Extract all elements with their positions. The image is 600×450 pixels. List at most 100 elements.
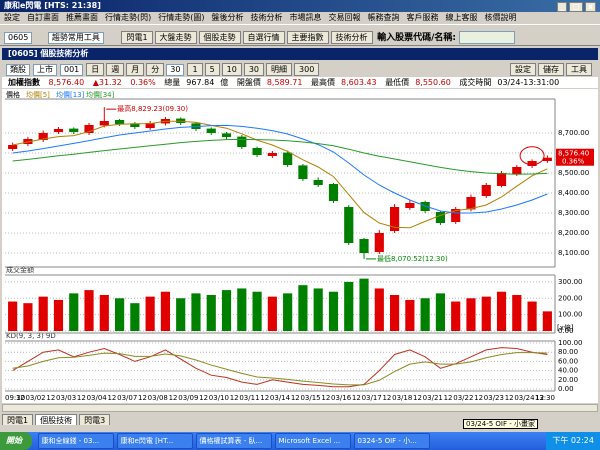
menu-item[interactable]: 線上客服 [445,13,478,22]
taskbar: 開始 康和全線錢 - 03... 康和e閃電 [HT... 價格權試算表 - 臥..… [0,432,600,450]
window-controls[interactable]: _ □ x [557,1,598,12]
category-select[interactable]: 類股 [6,64,30,76]
volume-bar [130,303,140,331]
x-tick-label: 09:30 [5,394,25,402]
minute-button[interactable]: 300 [294,63,320,76]
menu-item[interactable]: 盤後分析 [211,13,244,22]
search-input[interactable] [458,31,515,44]
volume-bar [8,301,18,331]
toolbar-button[interactable]: 技術分析 [330,31,373,44]
title-bar: 康和e閃電 [HTS: 21:38] _ □ x [0,0,600,12]
minute-button[interactable]: 10 [221,63,242,76]
volume-bar [328,291,339,331]
menu-item[interactable]: 市場訊息 [289,13,322,22]
task-item[interactable]: 康和e閃電 [HT... [116,432,193,449]
open-label: 開盤價 [236,78,261,87]
low-note: 最低8,070.52(12.30) [377,254,448,263]
toolbar-button[interactable]: 主要指數 [286,31,329,44]
stock-code[interactable]: 0605 [4,32,33,44]
x-tick-label: 12 [77,394,86,402]
volume-bar [84,290,94,331]
x-tick-label: 12 [291,394,300,402]
x-tick-label: 13:30 [535,394,555,402]
x-tick-label: 03/04 [87,394,108,402]
minute-button[interactable]: 1 [187,63,203,76]
menu-item[interactable]: 核價說明 [484,13,517,22]
menu-item[interactable]: 推薦畫面 [66,13,98,22]
action-button[interactable]: 設定 [510,63,536,76]
market-select[interactable]: 上市 [33,64,57,76]
action-buttons: 設定 儲存 工具 [510,63,594,76]
panel-title: [0605] 個股技術分析 [8,49,89,58]
x-tick-label: 12 [16,394,25,402]
volume-bar [496,291,507,331]
action-button[interactable]: 儲存 [538,63,564,76]
kd-line [12,347,548,388]
y-tick-label: 0.00 [558,385,574,393]
menu-item[interactable]: 技術分析 [250,13,283,22]
menu-item[interactable]: 帳務查詢 [367,13,400,22]
task-item[interactable]: 0324-5 OIF - 小... [353,432,430,449]
toolbar-button[interactable]: 個股走勢 [198,31,241,44]
volume-unit: [x億] [557,323,574,332]
menu-item[interactable]: 行情走勢(圖) [158,13,205,22]
tab[interactable]: 閃電3 [79,414,111,425]
task-item[interactable]: 康和全線錢 - 03... [37,432,114,449]
period-button[interactable]: 日 [86,63,105,76]
quote-time: 03/24-13:31:00 [497,78,560,87]
menu-item[interactable]: 客戶服務 [406,13,439,22]
search-label: 輸入股票代碼/名稱: [377,33,456,43]
high-label: 最高價 [311,78,336,87]
scrollbar[interactable] [2,404,598,412]
minute-button[interactable]: 30 [243,63,265,76]
volume-bar [53,299,64,331]
action-button[interactable]: 工具 [566,63,592,76]
y-tick-label: 200.00 [558,294,583,302]
menu-item[interactable]: 自訂畫面 [27,13,59,22]
candle-body [84,125,94,133]
x-tick-label: 12 [46,394,55,402]
toolbar-button[interactable]: 閃電1 [121,31,153,44]
candle-body [313,180,323,185]
y-tick-label: 8,200.00 [558,229,589,237]
x-tick-label: 12 [321,394,330,402]
volume-bar [481,296,491,331]
x-tick-label: 12 [199,394,208,402]
quote-low: 8,550.60 [415,78,451,87]
candle-body [221,133,232,137]
volume-bar [512,295,522,331]
x-tick-label: 12 [138,394,147,402]
y-tick-label: 8,500.00 [558,169,589,177]
panel-title-bar: [0605] 個股技術分析 [2,48,598,60]
quote-price: 8,576.40 [48,78,85,87]
volume-bar [359,278,369,331]
last-pct: 0.36% [562,158,585,166]
x-tick-label: 12 [352,394,361,402]
task-item[interactable]: 價格權試算表 - 臥... [195,432,272,449]
interval-select[interactable]: 30 [166,64,185,76]
volume-label: 總量 [164,78,181,87]
volume-bar [527,301,537,331]
legend-entry: 均價[34] [86,90,115,99]
legend-entry: 均價[13] [56,90,85,99]
volume-bar [237,288,247,331]
period-button[interactable]: 月 [126,63,145,76]
menu-item[interactable]: 交易回報 [328,13,361,22]
x-tick-label: 03/18 [392,394,412,402]
period-button[interactable]: 分 [146,63,165,76]
toolbar-button[interactable]: 自選行情 [242,31,285,44]
period-button[interactable]: 週 [106,63,125,76]
code-select[interactable]: 001 [60,64,84,76]
tab[interactable]: 閃電1 [2,414,34,425]
task-item[interactable]: Microsoft Excel ... [274,432,351,449]
menu-item[interactable]: 設定 [4,13,20,22]
candle-body [405,203,415,208]
menu-item[interactable]: 行情走勢(閃) [105,13,152,22]
highlight-circle [519,146,545,166]
start-button[interactable]: 開始 [0,432,32,450]
minute-button[interactable]: 明細 [266,63,293,76]
minute-button[interactable]: 5 [204,63,220,76]
toolbar-button[interactable]: 大盤走勢 [154,31,197,44]
tool-select[interactable]: 趨勢常用工具 [47,32,104,44]
tab[interactable]: 個股技術 [35,414,78,425]
